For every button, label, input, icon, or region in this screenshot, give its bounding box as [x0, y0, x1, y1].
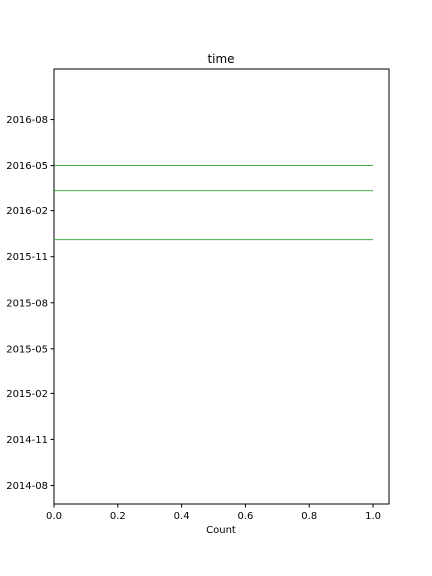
y-tick-label: 2016-08	[6, 115, 48, 126]
y-tick-label: 2015-11	[6, 252, 48, 263]
y-tick-label: 2015-08	[6, 298, 48, 309]
y-tick-label: 2014-11	[6, 435, 48, 446]
x-tick-label: 0.0	[46, 511, 62, 522]
plot-area	[53, 68, 390, 505]
plot-frame	[53, 68, 390, 505]
y-tick-label: 2016-05	[6, 161, 48, 172]
x-tick-label: 1.0	[365, 511, 381, 522]
y-tick-label: 2014-08	[6, 481, 48, 492]
x-axis-title: Count	[206, 525, 236, 536]
bars-group	[54, 165, 374, 241]
y-tick-label: 2016-02	[6, 206, 48, 217]
chart-title: time	[207, 52, 234, 66]
x-axis: 0.0 0.2 0.4 0.6 0.8 1.0	[46, 504, 381, 522]
x-tick-label: 0.6	[237, 511, 253, 522]
x-tick-label: 0.4	[174, 511, 190, 522]
x-tick-label: 0.8	[301, 511, 317, 522]
x-tick-label: 0.2	[110, 511, 126, 522]
y-tick-label: 2015-05	[6, 344, 48, 355]
y-tick-label: 2015-02	[6, 389, 48, 400]
y-axis: 2014-08 2014-11 2015-02 2015-05 2015-08 2015-…	[6, 115, 54, 492]
